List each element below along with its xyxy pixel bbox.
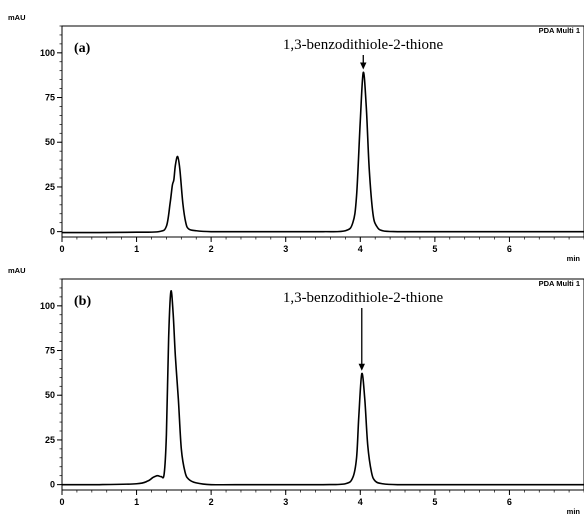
x-tick-label: 1 <box>134 244 139 254</box>
legend-label: PDA Multi 1 <box>539 26 580 35</box>
y-tick-label: 75 <box>45 346 55 356</box>
y-tick-label: 100 <box>40 48 55 58</box>
x-tick-label: 5 <box>432 244 437 254</box>
panel-label: (b) <box>74 294 91 309</box>
x-tick-label: 5 <box>432 497 437 507</box>
y-axis-unit-label: mAU <box>8 13 26 22</box>
x-tick-label: 2 <box>209 244 214 254</box>
x-tick-label: 2 <box>209 497 214 507</box>
x-tick-label: 0 <box>59 497 64 507</box>
x-tick-label: 6 <box>507 497 512 507</box>
y-tick-label: 75 <box>45 93 55 103</box>
chromatogram-trace <box>61 71 584 234</box>
peak-annotation-label: 1,3-benzodithiole-2-thione <box>283 37 444 53</box>
chromatogram-panel-a: mAU PDA Multi 1 (a) min 1,3-benzodithiol… <box>8 13 584 263</box>
y-tick-label: 0 <box>50 227 55 237</box>
annotation-arrow-head <box>360 62 367 70</box>
x-tick-label: 0 <box>59 244 64 254</box>
x-tick-label: 4 <box>358 497 363 507</box>
annotation-arrow-head <box>358 363 365 371</box>
plot-frame <box>61 278 584 491</box>
y-axis-unit-label: mAU <box>8 266 26 275</box>
x-tick-label: 1 <box>134 497 139 507</box>
plot-frame <box>61 25 584 238</box>
y-tick-label: 100 <box>40 301 55 311</box>
y-tick-label: 50 <box>45 390 55 400</box>
y-tick-label: 50 <box>45 137 55 147</box>
peak-annotation-label: 1,3-benzodithiole-2-thione <box>283 290 444 306</box>
y-tick-label: 25 <box>45 182 55 192</box>
axis-ticks: 0 1 2 3 4 5 6 0 25 50 75 100 <box>40 25 584 254</box>
x-axis-unit-label: min <box>567 254 581 263</box>
x-tick-label: 3 <box>283 497 288 507</box>
legend-label: PDA Multi 1 <box>539 279 580 288</box>
x-axis-unit-label: min <box>567 507 581 516</box>
x-tick-label: 4 <box>358 244 363 254</box>
chromatogram-trace <box>61 290 584 486</box>
x-tick-label: 6 <box>507 244 512 254</box>
chromatogram-panel-b: mAU PDA Multi 1 (b) min 1,3-benzodithiol… <box>8 266 584 516</box>
y-tick-label: 0 <box>50 480 55 490</box>
x-tick-label: 3 <box>283 244 288 254</box>
axis-ticks: 0 1 2 3 4 5 6 0 25 50 75 100 <box>40 278 584 507</box>
panel-label: (a) <box>74 41 91 56</box>
y-tick-label: 25 <box>45 435 55 445</box>
